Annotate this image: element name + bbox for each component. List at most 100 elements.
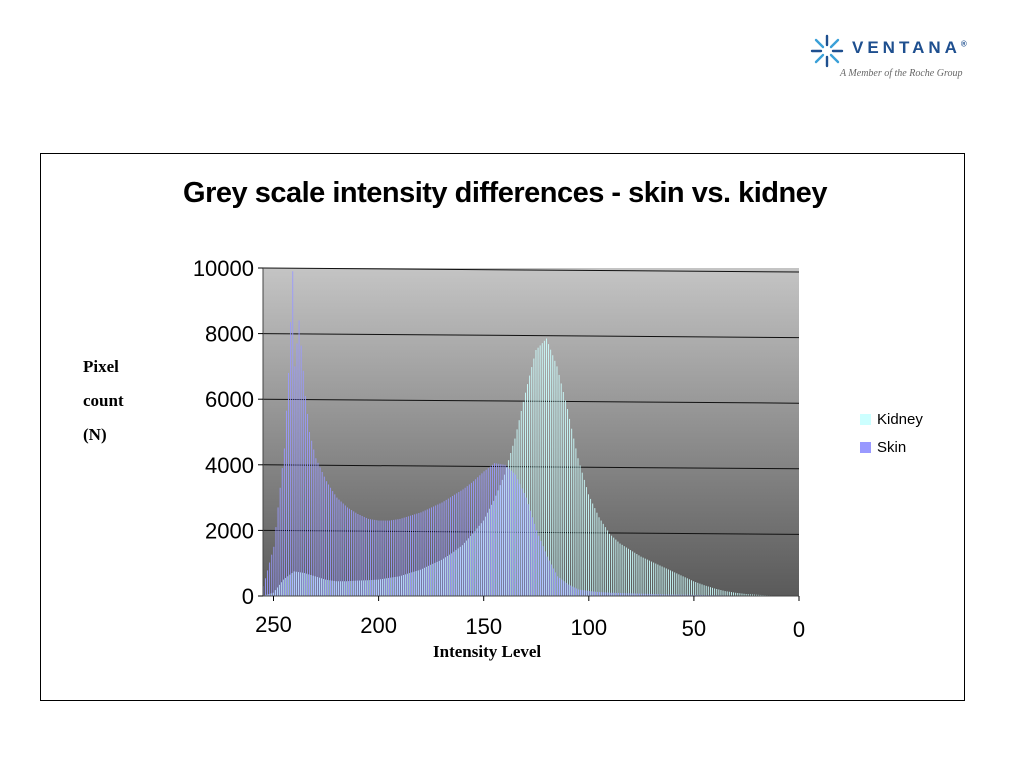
bar-skin xyxy=(578,589,580,596)
bar-kidney xyxy=(573,438,575,596)
bar-kidney xyxy=(453,551,455,596)
bar-skin xyxy=(456,493,458,596)
bar-kidney xyxy=(548,344,550,596)
bar-skin xyxy=(695,594,697,596)
bar-skin xyxy=(534,523,535,596)
bar-kidney xyxy=(325,579,327,596)
bar-skin xyxy=(647,593,649,596)
bar-skin xyxy=(447,498,449,596)
bar-kidney xyxy=(482,520,484,596)
bar-kidney xyxy=(564,400,566,596)
bar-skin xyxy=(552,568,554,596)
bar-skin xyxy=(353,511,355,596)
bar-skin xyxy=(592,591,594,596)
bar-kidney xyxy=(577,458,579,596)
bar-skin xyxy=(279,487,281,596)
bar-kidney xyxy=(514,438,516,596)
bar-skin xyxy=(466,486,468,596)
bar-skin xyxy=(529,510,531,596)
bar-skin xyxy=(676,594,678,596)
bar-kidney xyxy=(581,472,583,596)
bar-skin xyxy=(542,546,544,596)
bar-kidney xyxy=(417,570,419,596)
plot-background xyxy=(263,268,799,596)
bar-skin xyxy=(540,540,542,596)
bar-skin xyxy=(685,594,687,596)
bar-kidney xyxy=(527,384,528,596)
bar-skin xyxy=(481,473,483,596)
bar-skin xyxy=(397,519,399,596)
bar-skin xyxy=(464,487,466,596)
bar-kidney xyxy=(367,580,369,596)
bar-skin xyxy=(399,518,401,596)
bar-skin xyxy=(374,519,376,596)
bar-skin xyxy=(693,594,695,596)
bar-kidney xyxy=(493,500,495,596)
bar-kidney xyxy=(632,551,634,596)
bar-kidney xyxy=(619,543,621,596)
bar-kidney xyxy=(306,573,308,596)
bar-skin xyxy=(698,594,699,596)
bar-kidney xyxy=(287,576,289,596)
bar-kidney xyxy=(302,572,304,596)
bar-kidney xyxy=(709,587,711,596)
bar-kidney xyxy=(466,540,468,596)
bar-kidney xyxy=(382,578,383,596)
bar-skin xyxy=(340,501,342,596)
bar-skin xyxy=(296,343,298,596)
y-axis-label: Pixel count (N) xyxy=(83,350,153,452)
gridline xyxy=(262,267,800,273)
bar-kidney xyxy=(699,583,701,596)
x-tick-label: 200 xyxy=(360,613,397,638)
bar-kidney xyxy=(644,558,646,596)
bar-skin xyxy=(420,512,422,596)
bar-kidney xyxy=(308,574,310,596)
bar-kidney xyxy=(722,590,724,596)
bar-skin xyxy=(473,481,474,596)
bar-kidney xyxy=(537,347,539,596)
bar-skin xyxy=(391,520,392,596)
ventana-star-icon xyxy=(810,34,844,68)
bar-kidney xyxy=(300,572,301,596)
bar-skin xyxy=(500,464,502,596)
bar-kidney xyxy=(663,567,665,596)
x-axis-label: Intensity Level xyxy=(433,642,542,661)
bar-skin xyxy=(275,527,277,596)
bar-kidney xyxy=(342,581,344,596)
y-tick-label: 0 xyxy=(242,584,254,609)
bar-skin xyxy=(269,562,271,596)
bar-skin xyxy=(334,494,336,596)
bar-kidney xyxy=(371,579,373,596)
bar-skin xyxy=(496,463,498,596)
bar-kidney xyxy=(646,559,648,596)
bar-kidney xyxy=(491,504,493,596)
bar-kidney xyxy=(686,578,688,596)
bar-skin xyxy=(603,592,605,596)
bar-skin xyxy=(666,594,668,596)
bar-kidney xyxy=(430,564,432,596)
bar-kidney xyxy=(459,546,461,596)
bar-kidney xyxy=(283,579,285,596)
bar-kidney xyxy=(579,465,581,596)
bar-skin xyxy=(544,551,546,596)
bar-kidney xyxy=(747,594,749,596)
bar-skin xyxy=(538,535,540,596)
y-tick-label: 6000 xyxy=(205,387,254,412)
bar-kidney xyxy=(495,495,497,596)
bar-kidney xyxy=(617,541,619,596)
bar-skin xyxy=(618,592,620,596)
bar-kidney xyxy=(348,581,350,596)
bar-skin xyxy=(679,594,680,596)
gridline xyxy=(262,529,800,535)
bar-kidney xyxy=(550,349,552,596)
bar-kidney xyxy=(546,338,547,596)
bar-kidney xyxy=(651,561,653,596)
bar-skin xyxy=(395,519,397,596)
bar-kidney xyxy=(285,577,287,596)
bar-kidney xyxy=(691,580,692,596)
bar-skin xyxy=(323,476,325,596)
bar-skin xyxy=(361,515,363,596)
bar-skin xyxy=(367,518,369,596)
bar-kidney xyxy=(688,579,690,596)
y-tick-label: 8000 xyxy=(205,322,254,347)
